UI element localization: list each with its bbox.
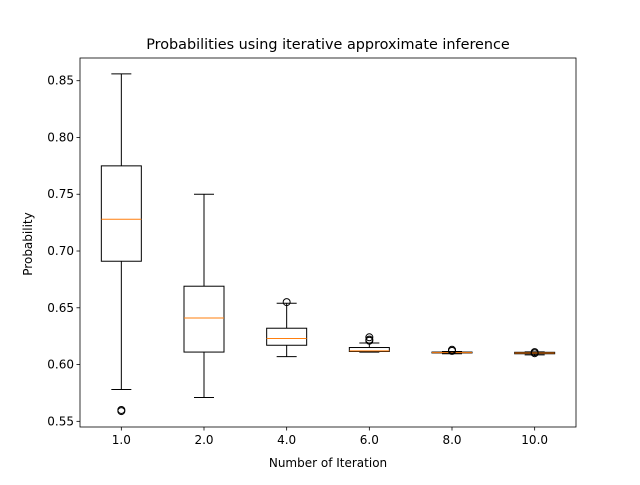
box-iqr (348, 347, 390, 352)
outlier-point (117, 405, 126, 414)
box-iqr (100, 165, 142, 262)
y-axis-label: Probability (21, 212, 35, 275)
x-tick-label: 8.0 (442, 433, 461, 447)
y-tick-label: 0.80 (47, 130, 74, 144)
outlier-point (448, 345, 456, 354)
axes-frame (79, 57, 577, 428)
outlier-point (365, 335, 374, 344)
chart-title: Probabilities using iterative approximat… (146, 37, 510, 53)
y-tick-label: 0.75 (47, 187, 74, 201)
box-iqr (266, 327, 308, 346)
box-iqr (183, 285, 225, 353)
outlier-point (530, 348, 539, 357)
plot-area: 0.55 0.60 0.65 0.70 0.75 0.80 0.85 1.0 2.0 4.0 6.0… (47, 57, 577, 447)
y-tick-label: 0.85 (47, 74, 74, 88)
x-tick-label: 6.0 (360, 433, 379, 447)
x-tick-label: 1.0 (112, 433, 131, 447)
y-tick-label: 0.55 (47, 414, 74, 428)
y-tick-label: 0.65 (47, 301, 74, 315)
y-tick-label: 0.70 (47, 244, 74, 258)
x-axis-label: Number of Iteration (269, 456, 387, 470)
outlier-point (282, 298, 291, 307)
outlier-point (365, 333, 374, 342)
x-tick-label: 10.0 (521, 433, 548, 447)
y-tick-label: 0.60 (47, 358, 74, 372)
x-tick-label: 4.0 (277, 433, 296, 447)
x-tick-label: 2.0 (194, 433, 213, 447)
